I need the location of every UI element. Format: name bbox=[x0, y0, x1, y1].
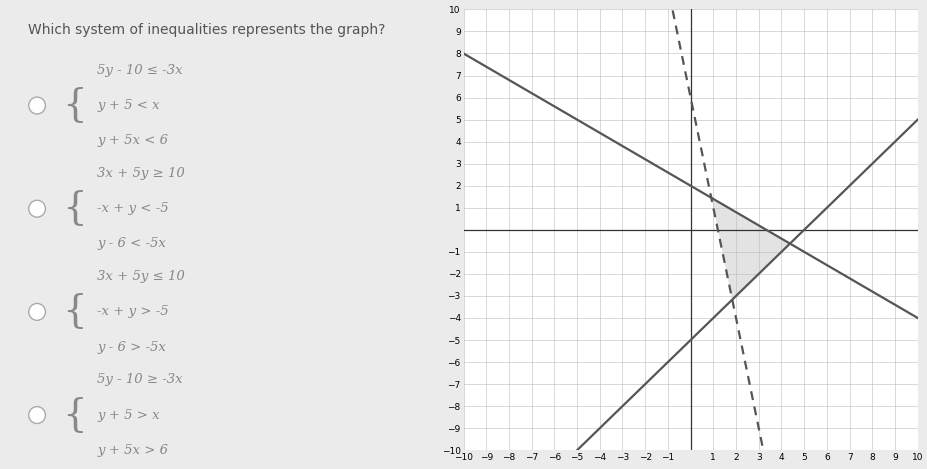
Text: y + 5x < 6: y + 5x < 6 bbox=[97, 134, 169, 147]
Text: {: { bbox=[62, 294, 86, 330]
Circle shape bbox=[29, 407, 45, 424]
Text: {: { bbox=[62, 87, 86, 124]
Text: Which system of inequalities represents the graph?: Which system of inequalities represents … bbox=[28, 23, 386, 38]
Text: y - 6 < -5x: y - 6 < -5x bbox=[97, 237, 166, 250]
Text: {: { bbox=[62, 190, 86, 227]
Text: 3x + 5y ≥ 10: 3x + 5y ≥ 10 bbox=[97, 167, 185, 180]
Text: -x + y > -5: -x + y > -5 bbox=[97, 305, 169, 318]
Text: y - 6 > -5x: y - 6 > -5x bbox=[97, 340, 166, 354]
Circle shape bbox=[29, 97, 45, 114]
Circle shape bbox=[29, 303, 45, 320]
Text: 5y - 10 ≥ -3x: 5y - 10 ≥ -3x bbox=[97, 373, 183, 386]
Text: y + 5 > x: y + 5 > x bbox=[97, 408, 160, 422]
Circle shape bbox=[29, 200, 45, 217]
Text: y + 5 < x: y + 5 < x bbox=[97, 99, 160, 112]
Text: 3x + 5y ≤ 10: 3x + 5y ≤ 10 bbox=[97, 270, 185, 283]
Text: 5y - 10 ≤ -3x: 5y - 10 ≤ -3x bbox=[97, 64, 183, 77]
Polygon shape bbox=[711, 198, 790, 300]
Text: -x + y < -5: -x + y < -5 bbox=[97, 202, 169, 215]
Text: {: { bbox=[62, 397, 86, 433]
Text: y + 5x > 6: y + 5x > 6 bbox=[97, 444, 169, 457]
